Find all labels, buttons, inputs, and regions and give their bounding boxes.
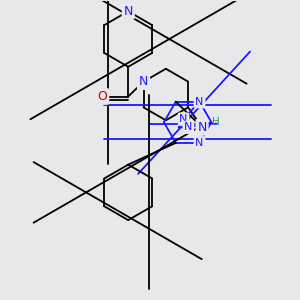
Text: N: N <box>179 114 188 124</box>
Text: H: H <box>212 117 220 127</box>
Text: N: N <box>195 138 204 148</box>
Text: N: N <box>184 122 193 132</box>
Text: O: O <box>98 90 107 103</box>
Text: N: N <box>124 5 133 18</box>
Text: N: N <box>195 97 204 107</box>
Text: N: N <box>139 75 148 88</box>
Text: N: N <box>197 121 207 134</box>
